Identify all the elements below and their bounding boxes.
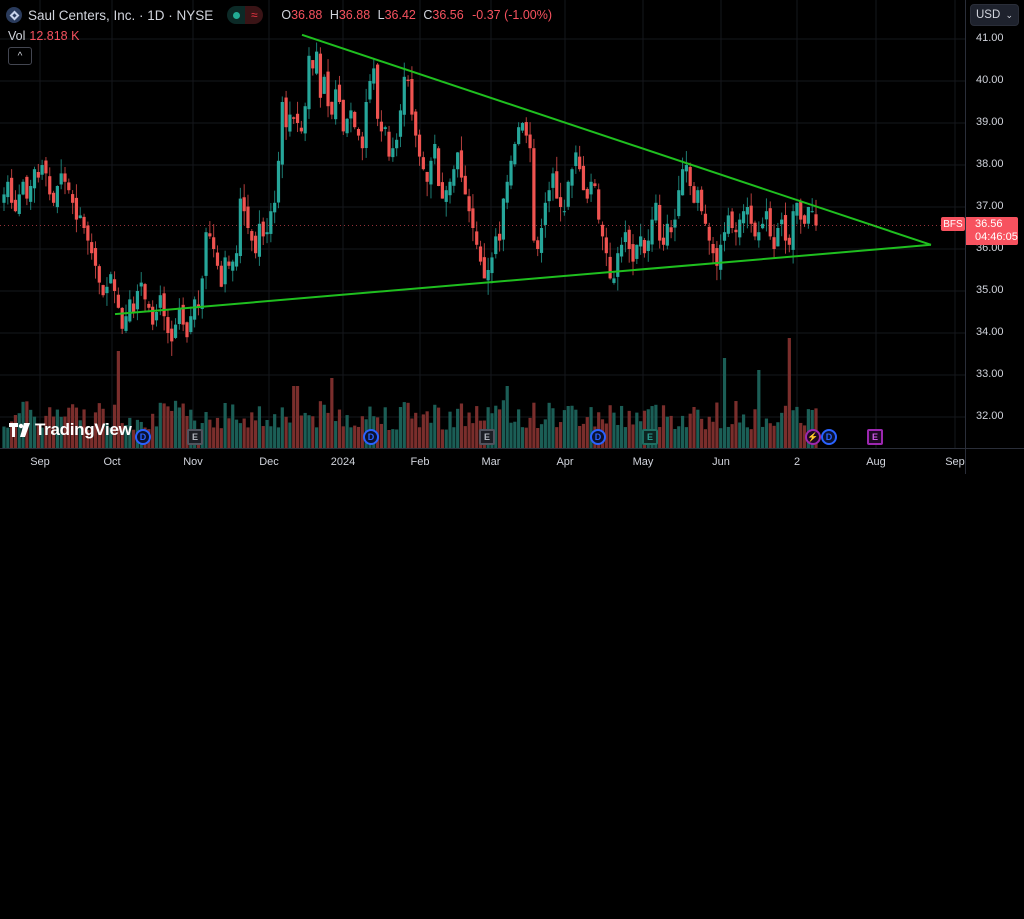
time-label: Aug <box>866 456 886 468</box>
low-label: L <box>377 8 385 22</box>
time-label: Jun <box>712 456 730 468</box>
open-label: O <box>281 8 292 22</box>
chevron-up-icon: ^ <box>17 50 23 62</box>
chevron-down-icon: ⌄ <box>1005 9 1013 20</box>
time-label: May <box>632 456 654 468</box>
close-value: 36.56 <box>432 8 464 22</box>
open-value: 36.88 <box>291 8 323 22</box>
price-label: 33.00 <box>976 368 1004 380</box>
price-label: 35.00 <box>976 284 1004 296</box>
tradingview-logo-icon <box>9 423 30 437</box>
earnings-event-icon[interactable]: E <box>187 429 203 445</box>
price-label: 32.00 <box>976 410 1004 422</box>
collapse-legend-button[interactable]: ^ <box>8 47 32 65</box>
time-label: 2 <box>793 456 801 468</box>
market-status-pill[interactable]: ≈ <box>227 6 264 24</box>
currency-label: USD <box>976 9 1001 21</box>
time-label: Sep <box>30 456 50 468</box>
time-label: Mar <box>481 456 501 468</box>
time-label: Sep <box>945 456 965 468</box>
chart-pane[interactable]: Saul Centers, Inc. · 1D · NYSE ≈ O36.88 … <box>0 0 965 448</box>
price-label: 39.00 <box>976 116 1004 128</box>
high-label: H <box>329 8 339 22</box>
dividend-event-icon[interactable]: D <box>590 429 606 445</box>
price-label: 40.00 <box>976 74 1004 86</box>
axis-settings-corner[interactable] <box>965 448 1024 474</box>
candlestick-chart[interactable] <box>0 0 965 448</box>
currency-button[interactable]: USD ⌄ <box>970 4 1019 26</box>
time-label: Apr <box>556 456 574 468</box>
symbol-legend: Saul Centers, Inc. · 1D · NYSE ≈ O36.88 … <box>6 6 552 24</box>
price-label: 38.00 <box>976 158 1004 170</box>
market-open-icon <box>227 6 246 24</box>
volume-legend: Vol 12.818 K <box>8 29 79 43</box>
time-axis[interactable]: Sep Oct Nov Dec 2024 Feb Mar Apr May Jun 2 Aug Sep <box>0 448 965 474</box>
dividend-event-icon[interactable]: D <box>135 429 151 445</box>
low-value: 36.42 <box>384 8 416 22</box>
earnings-event-icon[interactable]: E <box>642 429 658 445</box>
symbol-title[interactable]: Saul Centers, Inc. · 1D · NYSE <box>28 7 214 23</box>
time-label: Feb <box>410 456 430 468</box>
bar-countdown: 04:46:05 <box>975 231 1018 243</box>
price-label: 37.00 <box>976 200 1004 212</box>
last-price-value: 36.56 <box>975 218 1003 230</box>
data-delayed-icon: ≈ <box>245 6 264 24</box>
last-price-label: 36.56 04:46:05 <box>966 217 1018 245</box>
time-label: 2024 <box>330 456 356 468</box>
symbol-logo-icon <box>6 7 22 23</box>
time-label: Nov <box>183 456 203 468</box>
symbol-price-tag: BFS <box>941 217 965 231</box>
price-label: 36.00 <box>976 242 1004 254</box>
close-label: C <box>423 8 433 22</box>
time-label: Oct <box>103 456 121 468</box>
high-value: 36.88 <box>338 8 371 22</box>
ohlc-values: O36.88 H36.88 L36.42 C36.56 -0.37 (-1.00… <box>277 8 552 22</box>
earnings-event-icon[interactable]: E <box>867 429 883 445</box>
earnings-event-icon[interactable]: E <box>479 429 495 445</box>
tradingview-logo-text: TradingView <box>35 420 132 439</box>
change-value: -0.37 (-1.00%) <box>472 8 553 22</box>
dividend-event-icon[interactable]: D <box>821 429 837 445</box>
dividend-event-icon[interactable]: D <box>363 429 379 445</box>
split-event-icon[interactable]: ⚡ <box>805 429 821 445</box>
price-label: 41.00 <box>976 32 1004 44</box>
price-label: 34.00 <box>976 326 1004 338</box>
time-label: Dec <box>259 456 279 468</box>
volume-value: 12.818 K <box>29 29 80 43</box>
tradingview-logo[interactable]: TradingView <box>9 420 132 440</box>
volume-label: Vol <box>8 29 26 43</box>
